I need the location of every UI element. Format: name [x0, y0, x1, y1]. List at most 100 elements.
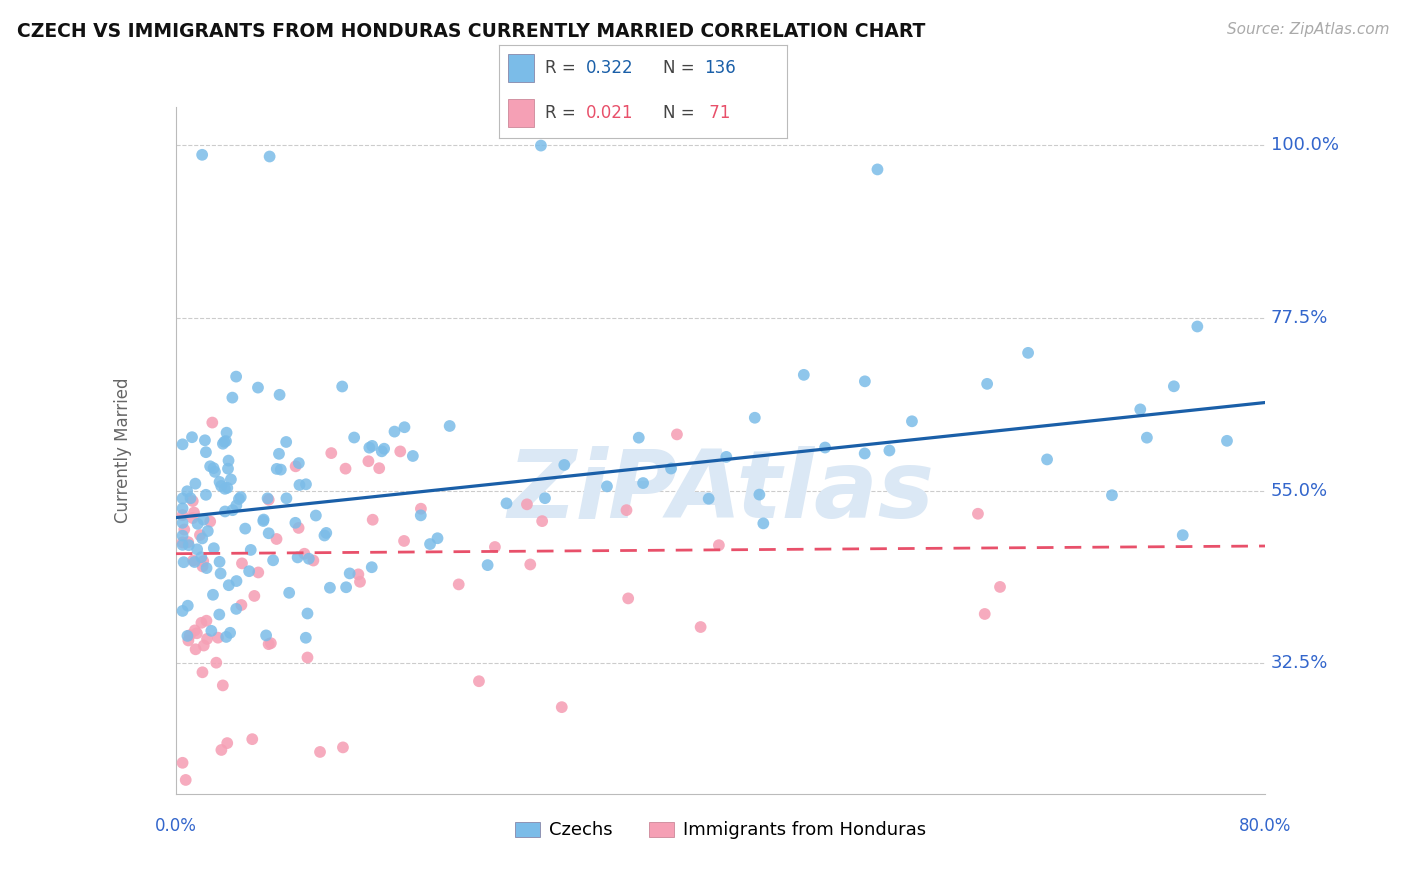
Point	[659, 461, 682, 475]
Point	[247, 566, 270, 580]
Point	[269, 388, 291, 402]
Point	[1136, 431, 1159, 445]
Point	[200, 624, 222, 638]
Point	[853, 375, 876, 389]
Point	[295, 631, 318, 645]
Point	[208, 555, 231, 569]
Point	[409, 501, 432, 516]
Point	[195, 561, 218, 575]
Point	[347, 567, 370, 582]
Point	[357, 454, 380, 468]
Point	[209, 566, 232, 581]
Point	[1101, 488, 1123, 502]
Legend: Czechs, Immigrants from Honduras: Czechs, Immigrants from Honduras	[508, 814, 934, 847]
Point	[330, 379, 353, 393]
Point	[211, 678, 233, 692]
Point	[392, 533, 415, 548]
Point	[256, 491, 278, 506]
Point	[177, 538, 200, 552]
Text: Source: ZipAtlas.com: Source: ZipAtlas.com	[1226, 22, 1389, 37]
Text: 77.5%: 77.5%	[1271, 310, 1329, 327]
Point	[394, 420, 416, 434]
Text: 0.0%: 0.0%	[155, 817, 197, 835]
Point	[202, 541, 225, 556]
Point	[617, 591, 640, 606]
Point	[219, 472, 242, 486]
Point	[190, 615, 212, 630]
Point	[221, 503, 243, 517]
Point	[627, 431, 650, 445]
Point	[278, 586, 301, 600]
Point	[1036, 452, 1059, 467]
Point	[209, 743, 232, 757]
Point	[194, 434, 217, 448]
Point	[219, 625, 242, 640]
Point	[516, 497, 538, 511]
Point	[217, 736, 239, 750]
Point	[315, 525, 337, 540]
Point	[181, 511, 204, 525]
Point	[314, 528, 336, 542]
Text: 0.021: 0.021	[585, 103, 633, 121]
Point	[468, 674, 491, 689]
Point	[184, 624, 207, 638]
Text: 80.0%: 80.0%	[1239, 817, 1292, 835]
Point	[225, 574, 247, 588]
Point	[901, 414, 924, 428]
Point	[332, 740, 354, 755]
Point	[215, 630, 238, 644]
Point	[361, 439, 384, 453]
Point	[243, 589, 266, 603]
Point	[302, 553, 325, 567]
Point	[229, 490, 252, 504]
Point	[343, 430, 366, 444]
Point	[551, 700, 574, 714]
Point	[225, 602, 247, 616]
Text: R =: R =	[546, 103, 581, 121]
Point	[195, 614, 218, 628]
Point	[172, 501, 194, 516]
Point	[172, 538, 194, 552]
Point	[181, 553, 204, 567]
Point	[319, 581, 342, 595]
Text: 0.322: 0.322	[585, 59, 633, 77]
Point	[177, 599, 200, 613]
Point	[384, 425, 406, 439]
Point	[266, 532, 288, 546]
Point	[252, 514, 274, 528]
Point	[409, 508, 432, 523]
Point	[194, 488, 217, 502]
Point	[298, 551, 321, 566]
Point	[707, 538, 730, 552]
Point	[218, 578, 240, 592]
Point	[176, 629, 198, 643]
Point	[257, 492, 280, 507]
Text: ZiPAtlas: ZiPAtlas	[508, 446, 934, 538]
Point	[697, 491, 720, 506]
Point	[748, 487, 770, 501]
Point	[266, 462, 288, 476]
Point	[194, 445, 217, 459]
Point	[495, 496, 517, 510]
Point	[368, 461, 391, 475]
Point	[631, 476, 654, 491]
Point	[259, 149, 281, 163]
Point	[231, 598, 253, 612]
Point	[217, 481, 239, 495]
Point	[172, 756, 194, 770]
Point	[180, 491, 202, 506]
Point	[221, 391, 243, 405]
Point	[267, 447, 290, 461]
Point	[1163, 379, 1185, 393]
Text: 71: 71	[704, 103, 730, 121]
Point	[349, 574, 371, 589]
Point	[208, 607, 231, 622]
Point	[201, 588, 224, 602]
Point	[477, 558, 499, 573]
Point	[297, 607, 319, 621]
Point	[297, 650, 319, 665]
Point	[519, 558, 541, 572]
Point	[339, 566, 361, 581]
Point	[276, 434, 298, 449]
Point	[198, 459, 221, 474]
